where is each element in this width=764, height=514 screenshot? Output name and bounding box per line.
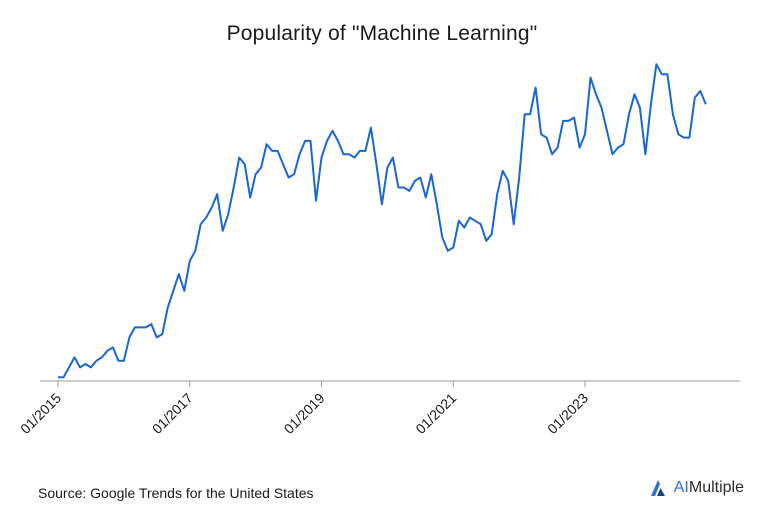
- chart-title: Popularity of "Machine Learning": [226, 22, 538, 45]
- x-tick-label: 01/2021: [412, 390, 459, 437]
- aimultiple-logo-icon: [650, 480, 665, 496]
- source-note: Source: Google Trends for the United Sta…: [38, 485, 314, 501]
- x-axis-ticks: 01/2015 01/2017 01/2019 01/2021 01/2023: [17, 381, 591, 437]
- series-layer: [58, 63, 707, 379]
- x-tick-label: 01/2023: [544, 390, 591, 437]
- brand-name: AIMultiple: [673, 479, 744, 496]
- x-tick-label: 01/2015: [17, 390, 64, 437]
- brand-logo: AIMultiple: [648, 478, 744, 498]
- x-tick-label: 01/2017: [149, 390, 196, 437]
- x-tick-label: 01/2019: [281, 390, 328, 437]
- series-line: [58, 63, 707, 379]
